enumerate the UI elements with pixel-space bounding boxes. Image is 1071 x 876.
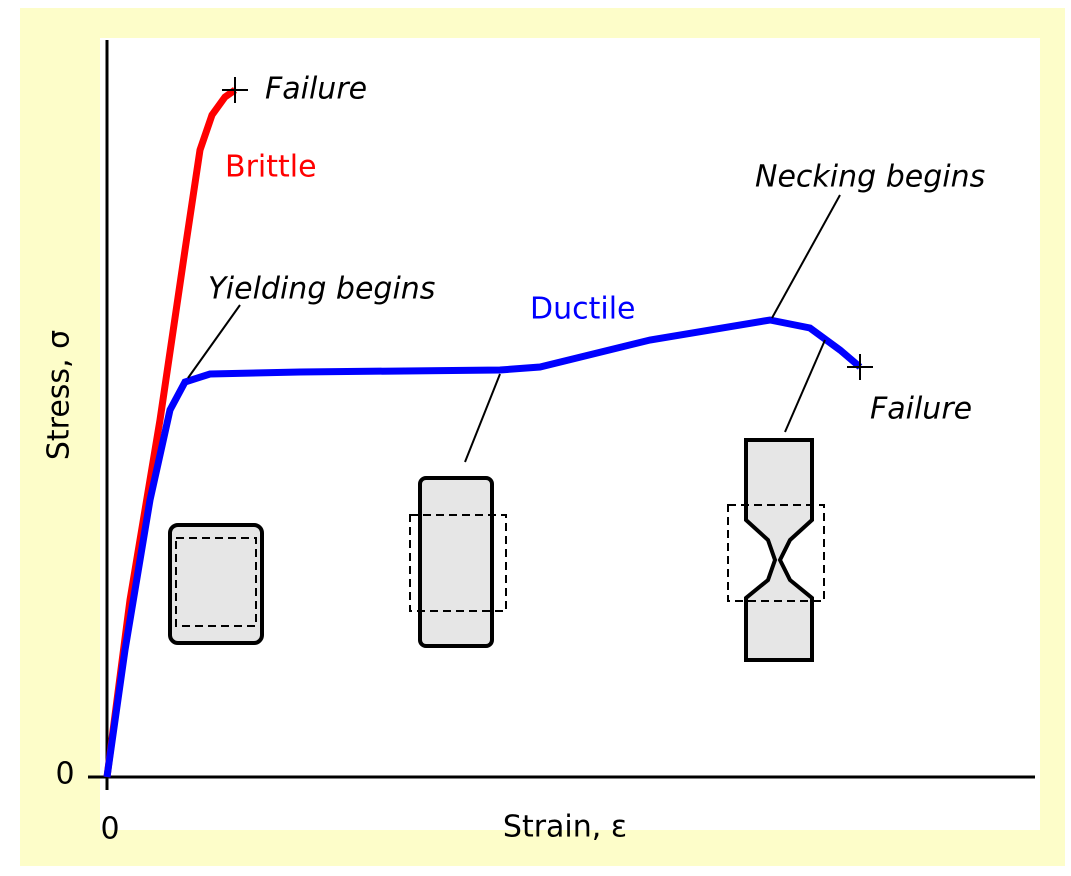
brittle-label: Brittle <box>225 150 317 185</box>
necking-label: Necking begins <box>755 160 985 195</box>
specimen-2 <box>409 476 507 648</box>
y-axis-label: Stress, σ <box>42 330 77 460</box>
brittle-failure-label: Failure <box>265 72 367 107</box>
y-origin-label: 0 <box>55 757 74 792</box>
pointer-lines <box>187 194 841 463</box>
ductile-curve <box>103 316 863 778</box>
ductile-label: Ductile <box>530 292 636 327</box>
ductile-failure-label: Failure <box>870 392 972 427</box>
specimen-3 <box>727 438 825 662</box>
x-axis-label: Strain, ε <box>503 810 627 845</box>
x-origin-label: 0 <box>100 812 119 847</box>
specimen-1 <box>168 523 264 645</box>
yielding-label: Yielding begins <box>208 272 435 307</box>
failure-markers <box>222 77 873 380</box>
plot-area <box>100 38 1040 830</box>
